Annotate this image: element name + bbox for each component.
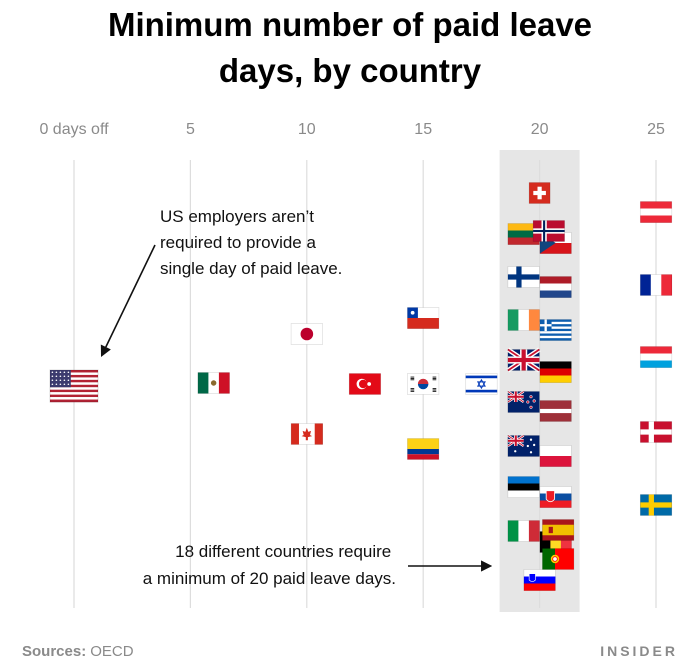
flag-jp: Japan — [290, 323, 323, 345]
flag-it: Italy — [507, 520, 540, 542]
flag-lv: Latvia — [539, 400, 572, 422]
chart-title-line-2: days, by country — [219, 52, 482, 89]
flag-cl: Chile — [407, 307, 440, 329]
annotation-us: US employers aren’t required to provide … — [160, 207, 342, 278]
sources-text: Sources: OECD — [22, 643, 134, 660]
flag-at: Austria — [639, 201, 673, 223]
x-tick-label-5: 5 — [186, 121, 195, 138]
flag-mx: Mexico — [197, 372, 230, 394]
x-tick-labels: 0 days off 5 10 15 20 25 — [39, 121, 665, 138]
annotations: US employers aren’t required to provide … — [100, 207, 493, 588]
flag-dk: Denmark — [639, 421, 673, 443]
flag-us: United States — [49, 369, 99, 403]
flag-nl: Netherlands — [539, 276, 572, 298]
chart-title-line-1: Minimum number of paid leave — [108, 6, 592, 43]
annotation-us-line-1: US employers aren’t — [160, 207, 314, 226]
flag-co: Colombia — [407, 438, 440, 460]
x-tick-label-0: 0 days off — [39, 121, 109, 138]
annotation-twenty-line-2: a minimum of 20 paid leave days. — [143, 569, 396, 588]
flag-gb: United Kingdom — [506, 347, 541, 373]
flag-ee: Estonia — [507, 476, 540, 498]
flag-fi: Finland — [507, 266, 540, 288]
flag-no: Norway — [532, 220, 565, 242]
flag-ch: Switzerland — [528, 182, 551, 204]
flag-sk: Slovakia — [539, 486, 572, 508]
x-tick-label-15: 15 — [414, 121, 432, 138]
sources-value: OECD — [90, 643, 134, 660]
flag-de: Germany — [539, 361, 572, 383]
annotation-us-line-2: required to provide a — [160, 233, 316, 252]
flag-au: Australia — [507, 434, 540, 457]
annotation-us-arrow — [100, 244, 156, 358]
flag-pt: Portugal — [542, 548, 575, 570]
annotation-twenty-days: 18 different countries require a minimum… — [143, 542, 396, 588]
flag-pl: Poland — [539, 445, 572, 467]
flag-gr: Greece — [539, 319, 572, 341]
flag-kr: South Korea — [407, 373, 440, 395]
x-tick-label-10: 10 — [298, 121, 316, 138]
annotation-us-line-3: single day of paid leave. — [160, 259, 342, 278]
flag-ca: Canada — [290, 423, 323, 445]
chart-title: Minimum number of paid leave days, by co… — [108, 6, 592, 89]
x-tick-label-25: 25 — [647, 121, 665, 138]
x-tick-label-20: 20 — [531, 121, 549, 138]
flag-si: Slovenia — [523, 569, 556, 591]
sources-label: Sources: — [22, 643, 86, 660]
flag-il: Israel — [465, 373, 498, 395]
brand-logo-text: INSIDER — [600, 643, 678, 659]
flag-fr: France — [639, 274, 673, 296]
country-flags: United States Mexico Japan Canada Chile Turke… — [49, 182, 673, 591]
flag-es: Spain — [542, 519, 575, 541]
flag-tr: Turkey — [348, 373, 382, 395]
flag-lu: Luxembourg — [639, 346, 673, 368]
flag-ie: Ireland — [507, 309, 540, 331]
flag-nz: New Zealand — [507, 390, 540, 413]
annotation-twenty-line-1: 18 different countries require — [175, 542, 391, 561]
flag-se: Sweden — [639, 494, 673, 516]
footer: Sources: OECD INSIDER — [22, 643, 678, 660]
